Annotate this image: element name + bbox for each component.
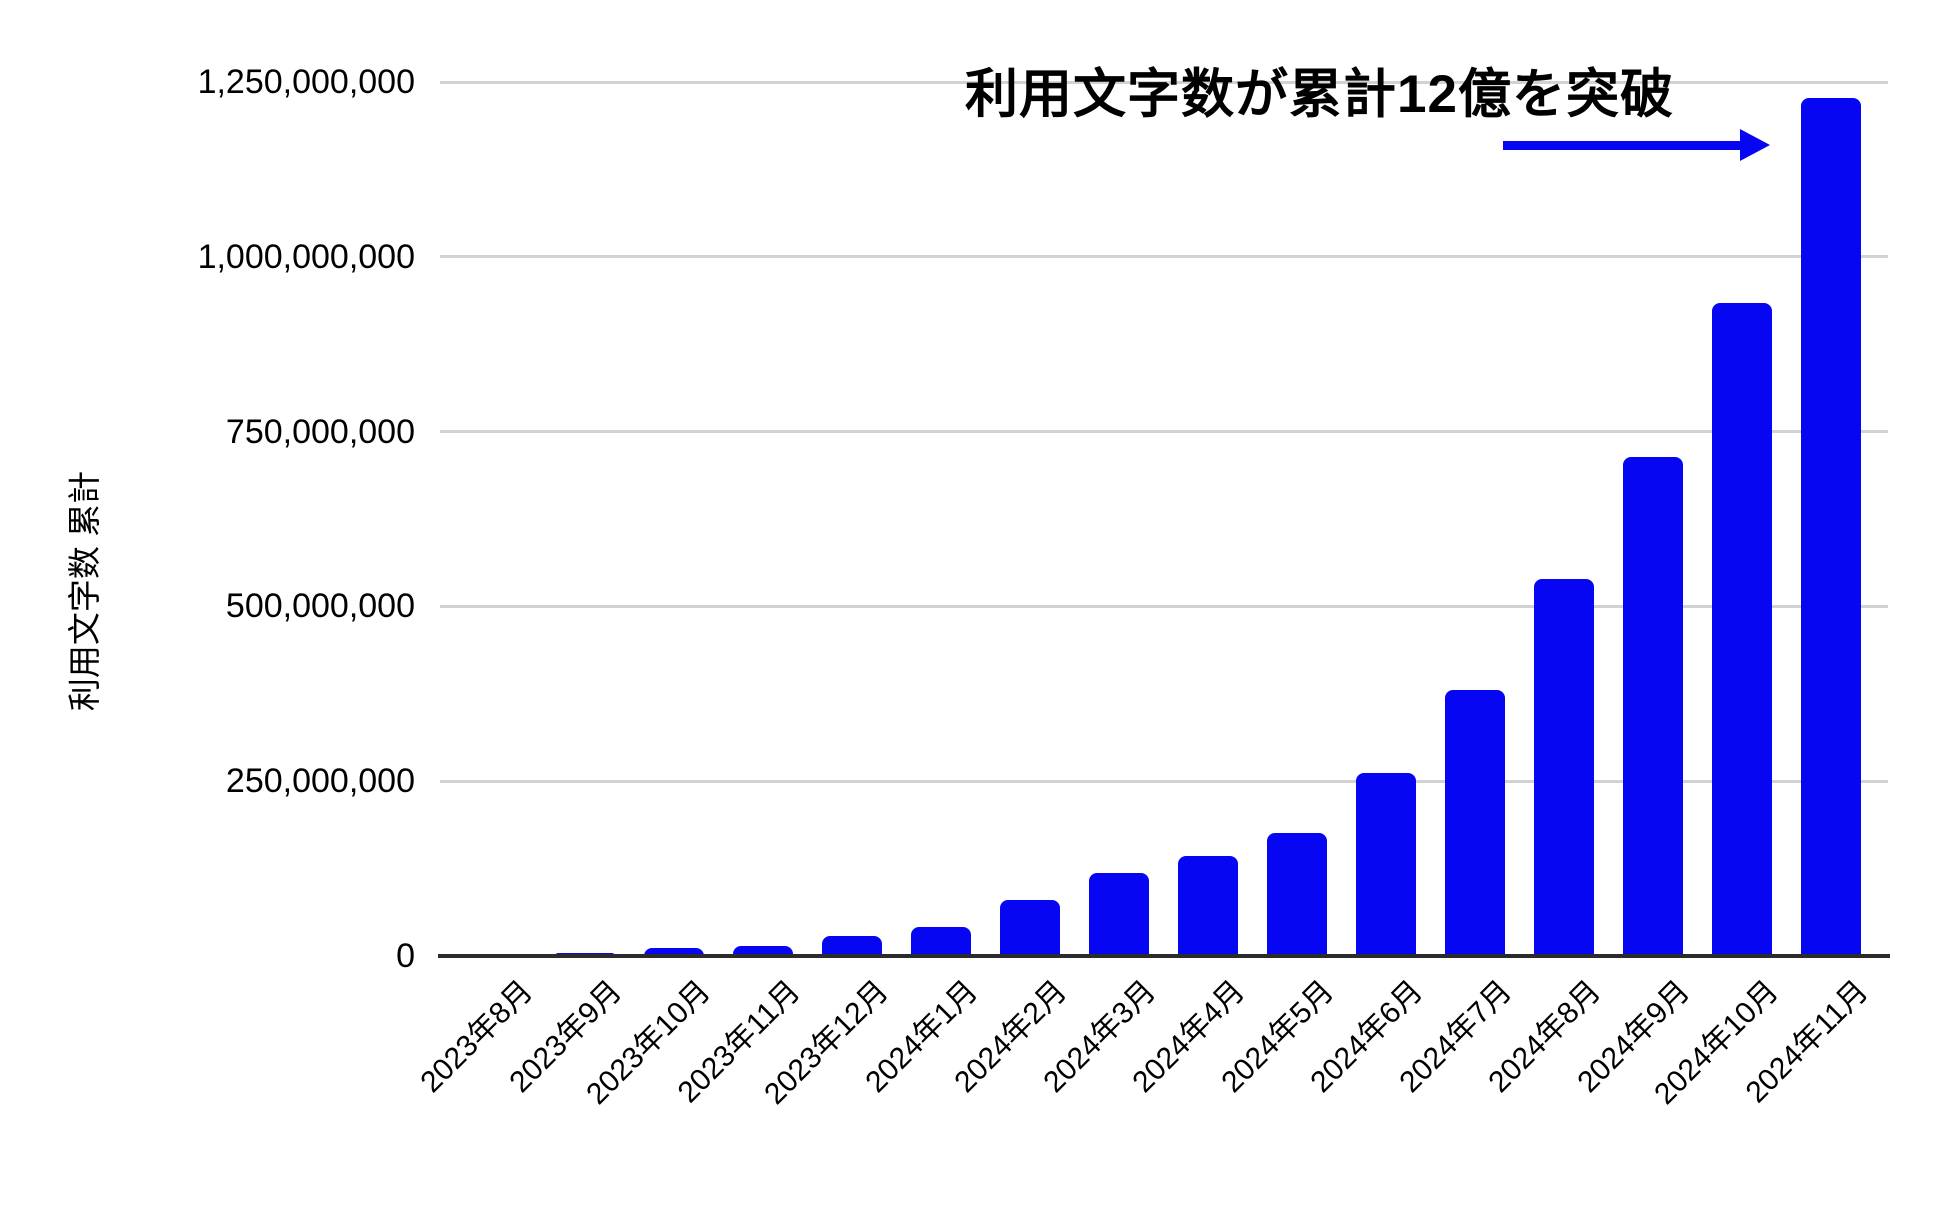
arrow-shaft — [1503, 141, 1740, 150]
gridline — [440, 430, 1888, 434]
chart-title: 利用文字数が累計12億を突破 — [965, 65, 1674, 124]
arrow-head — [1740, 129, 1770, 161]
bar-2024年10月 — [1711, 302, 1772, 956]
bar-series — [451, 82, 1875, 956]
bar-2024年2月 — [999, 900, 1060, 956]
bar-2024年8月 — [1533, 579, 1594, 956]
gridline — [440, 255, 1888, 259]
gridline — [440, 80, 1888, 84]
bar-2024年11月 — [1800, 98, 1861, 956]
y-tick-label: 1,000,000,000 — [197, 237, 415, 276]
y-tick-label: 0 — [396, 937, 415, 975]
bar-2023年11月 — [732, 945, 793, 956]
bar-2024年1月 — [910, 926, 971, 956]
y-tick-label: 500,000,000 — [225, 587, 415, 626]
bar-2024年6月 — [1355, 772, 1416, 956]
annotation-arrow-icon — [1503, 129, 1770, 161]
bar-2023年12月 — [821, 935, 882, 956]
y-tick-label: 250,000,000 — [225, 762, 415, 801]
bar-2024年9月 — [1622, 456, 1683, 956]
bar-2023年10月 — [643, 948, 704, 956]
bar-2024年5月 — [1266, 832, 1327, 956]
bar-2024年4月 — [1177, 856, 1238, 956]
y-axis-title: 利用文字数 累計 — [66, 470, 103, 712]
y-tick-label: 750,000,000 — [225, 412, 415, 451]
y-tick-label: 1,250,000,000 — [197, 63, 415, 101]
gridline — [440, 604, 1888, 608]
x-axis-line — [438, 954, 1890, 958]
gridline — [440, 779, 1888, 783]
bar-2024年7月 — [1444, 690, 1505, 956]
bar-2024年3月 — [1088, 872, 1149, 956]
